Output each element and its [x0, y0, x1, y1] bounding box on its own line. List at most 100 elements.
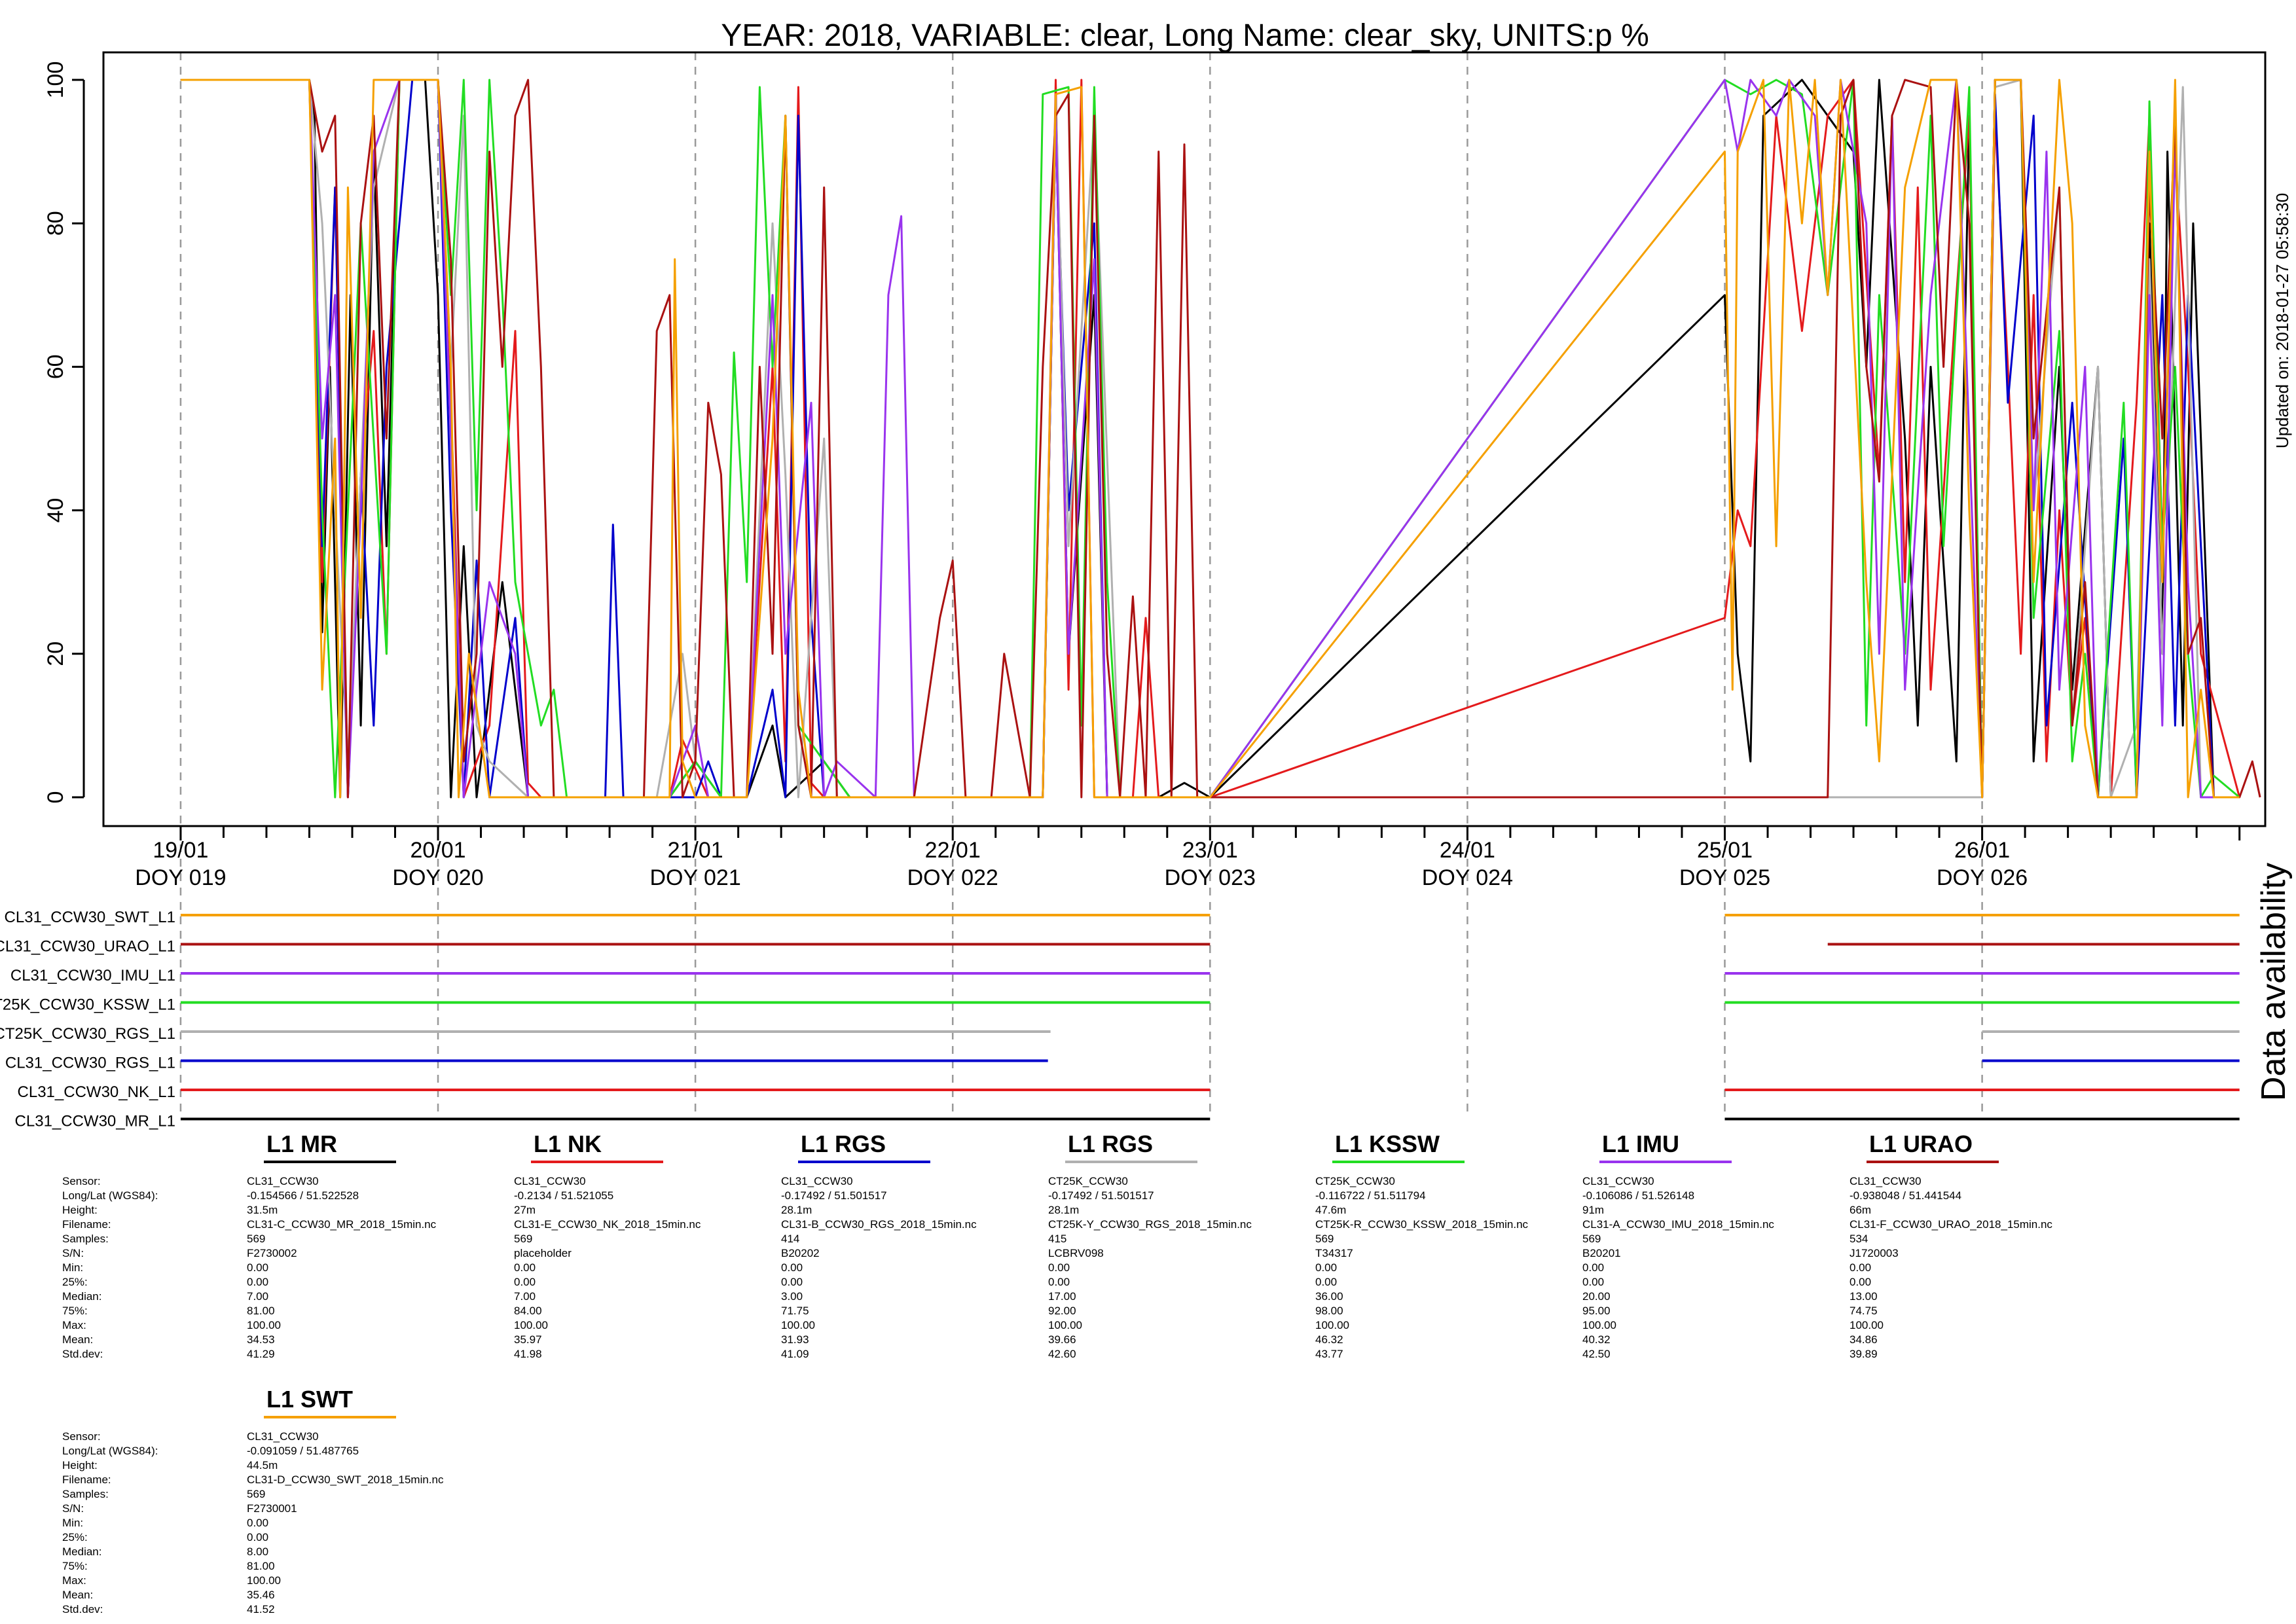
x-tick-date-label: 23/01 — [1182, 838, 1238, 863]
stats-value: 0.00 — [1048, 1261, 1070, 1274]
day-gridlines — [179, 52, 1983, 1113]
stats-value: CL31-D_CCW30_SWT_2018_15min.nc — [247, 1473, 444, 1486]
stats-value: 0.00 — [1315, 1261, 1337, 1274]
stats-label: Height: — [62, 1459, 98, 1471]
stats-value: 0.00 — [1850, 1261, 1871, 1274]
stats-value: 0.00 — [514, 1276, 536, 1288]
x-tick-date-label: 26/01 — [1954, 838, 2010, 863]
stats-value: 569 — [1315, 1233, 1334, 1245]
stats-value: CT25K-Y_CCW30_RGS_2018_15min.nc — [1048, 1218, 1252, 1231]
x-tick-doy-label: DOY 021 — [649, 865, 740, 890]
availability-row-label: CT25K_CCW30_KSSW_L1 — [0, 996, 175, 1014]
stats-label: 75%: — [62, 1560, 88, 1572]
stats-label: 75%: — [62, 1305, 88, 1317]
stats-value: 0.00 — [1315, 1276, 1337, 1288]
stats-value: CT25K_CCW30 — [1048, 1175, 1128, 1187]
stats-label: Samples: — [62, 1233, 109, 1245]
series-line — [180, 79, 2240, 799]
stats-panel-title: L1 URAO — [1869, 1130, 1973, 1157]
stats-value: 0.00 — [514, 1261, 536, 1274]
stats-value: 66m — [1850, 1204, 1871, 1216]
stats-value: CT25K-R_CCW30_KSSW_2018_15min.nc — [1315, 1218, 1529, 1231]
stats-value: 20.00 — [1582, 1290, 1611, 1303]
stats-value: 43.77 — [1315, 1348, 1343, 1360]
stats-value: 41.29 — [247, 1348, 275, 1360]
stats-value: 3.00 — [781, 1290, 803, 1303]
stats-label: Max: — [62, 1319, 86, 1331]
stats-value: CT25K_CCW30 — [1315, 1175, 1395, 1187]
stats-value: B20202 — [781, 1247, 820, 1259]
stats-label: S/N: — [62, 1247, 84, 1259]
stats-label: Long/Lat (WGS84): — [62, 1189, 158, 1202]
stats-value: 17.00 — [1048, 1290, 1076, 1303]
y-tick-label: 80 — [43, 211, 68, 236]
stats-value: 36.00 — [1315, 1290, 1343, 1303]
x-tick-date-label: 24/01 — [1440, 838, 1495, 863]
stats-value: F2730001 — [247, 1502, 297, 1515]
data-availability-panel: CL31_CCW30_SWT_L1 CL31_CCW30_URAO_L1 CL31_… — [0, 909, 2240, 1130]
stats-panel-title: L1 SWT — [266, 1386, 353, 1413]
stats-value: 41.52 — [247, 1603, 275, 1615]
y-tick-label: 60 — [43, 354, 68, 379]
stats-value: 0.00 — [247, 1531, 268, 1543]
stats-value: CL31-E_CCW30_NK_2018_15min.nc — [514, 1218, 701, 1231]
stats-value: 39.66 — [1048, 1333, 1076, 1346]
stats-value: 0.00 — [781, 1261, 803, 1274]
availability-axis-label: Data availability — [2255, 863, 2293, 1101]
stats-value: T34317 — [1315, 1247, 1353, 1259]
stats-value: 31.93 — [781, 1333, 809, 1346]
stats-value: 27m — [514, 1204, 536, 1216]
stats-value: -0.17492 / 51.501517 — [781, 1189, 887, 1202]
stats-value: 98.00 — [1315, 1305, 1343, 1317]
stats-value: 100.00 — [247, 1319, 281, 1331]
stats-value: CL31_CCW30 — [1582, 1175, 1654, 1187]
series-line — [180, 79, 2240, 799]
stats-value: B20201 — [1582, 1247, 1621, 1259]
stats-value: CL31_CCW30 — [514, 1175, 586, 1187]
x-tick-date-label: 21/01 — [668, 838, 723, 863]
stats-value: 40.32 — [1582, 1333, 1611, 1346]
stats-value: 0.00 — [247, 1261, 268, 1274]
stats-value: 42.60 — [1048, 1348, 1076, 1360]
x-tick-date-label: 22/01 — [925, 838, 981, 863]
availability-row-label: CT25K_CCW30_RGS_L1 — [0, 1025, 175, 1043]
stats-value: 569 — [514, 1233, 532, 1245]
stats-label: Std.dev: — [62, 1603, 103, 1615]
stats-value: 100.00 — [1582, 1319, 1616, 1331]
stats-value: 415 — [1048, 1233, 1066, 1245]
stats-value: 95.00 — [1582, 1305, 1611, 1317]
stats-value: CL31_CCW30 — [781, 1175, 853, 1187]
x-tick-date-label: 19/01 — [153, 838, 208, 863]
stats-value: 46.32 — [1315, 1333, 1343, 1346]
availability-row-label: CL31_CCW30_SWT_L1 — [5, 909, 175, 926]
stats-value: F2730002 — [247, 1247, 297, 1259]
stats-value: 100.00 — [1850, 1319, 1884, 1331]
stats-value: J1720003 — [1850, 1247, 1899, 1259]
stats-label: Filename: — [62, 1218, 111, 1231]
stats-value: 0.00 — [247, 1517, 268, 1529]
stats-value: 34.53 — [247, 1333, 275, 1346]
stats-value: 0.00 — [1582, 1261, 1604, 1274]
stats-value: 100.00 — [1048, 1319, 1082, 1331]
stats-value: 84.00 — [514, 1305, 542, 1317]
stats-panel-title: L1 MR — [266, 1130, 337, 1157]
stats-label: Median: — [62, 1545, 101, 1558]
stats-label: Median: — [62, 1290, 101, 1303]
x-tick-doy-label: DOY 019 — [135, 865, 226, 890]
stats-value: 39.89 — [1850, 1348, 1878, 1360]
stats-panel-title: L1 RGS — [801, 1130, 886, 1157]
stats-value: 100.00 — [247, 1574, 281, 1587]
stats-panels: L1 MR Sensor: CL31_CCW30 Long/Lat (WGS84): -… — [62, 1130, 2052, 1615]
stats-value: 0.00 — [1582, 1276, 1604, 1288]
stats-label: Min: — [62, 1261, 83, 1274]
stats-panel-title: L1 KSSW — [1335, 1130, 1440, 1157]
stats-label: Mean: — [62, 1333, 93, 1346]
stats-value: 100.00 — [1315, 1319, 1349, 1331]
x-tick-doy-label: DOY 023 — [1165, 865, 1256, 890]
availability-row-label: CL31_CCW30_RGS_L1 — [5, 1055, 175, 1072]
stats-label: Samples: — [62, 1488, 109, 1500]
stats-value: 100.00 — [781, 1319, 815, 1331]
stats-value: CL31_CCW30 — [1850, 1175, 1922, 1187]
stats-value: 28.1m — [1048, 1204, 1079, 1216]
